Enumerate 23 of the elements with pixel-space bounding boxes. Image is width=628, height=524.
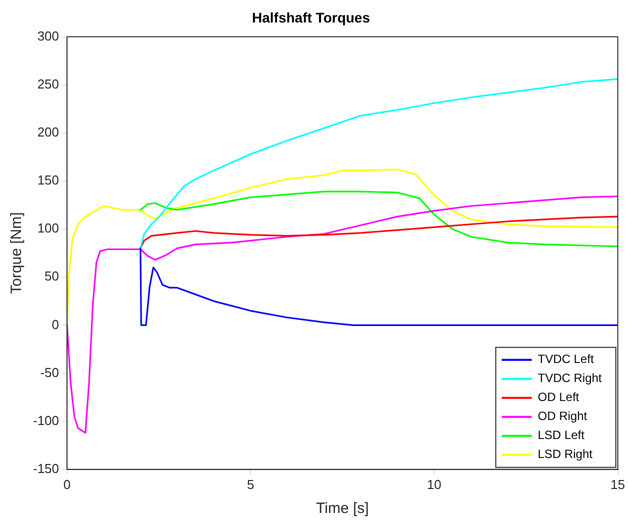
legend-label: TVDC Left	[538, 352, 594, 366]
chart-title: Halfshaft Torques	[252, 9, 370, 26]
y-axis-title: Torque [Nm]	[8, 212, 26, 294]
legend-label: OD Right	[538, 409, 588, 424]
legend-label: OD Left	[538, 390, 580, 404]
y-tick-label: 50	[44, 268, 60, 284]
legend-label: TVDC Right	[538, 371, 602, 386]
x-tick-label: 10	[426, 476, 442, 492]
y-tick-label: 100	[37, 220, 60, 236]
x-axis-title: Time [s]	[316, 500, 369, 518]
x-tick-label: 15	[610, 476, 626, 492]
y-tick-label: 150	[37, 172, 60, 188]
y-tick-label: 200	[37, 124, 60, 140]
x-tick-label: 0	[63, 476, 71, 492]
x-tick-label: 5	[246, 476, 254, 492]
y-tick-label: -100	[32, 412, 60, 428]
legend-label: LSD Left	[538, 428, 586, 442]
y-tick-label: 300	[37, 28, 60, 44]
y-tick-label: -50	[40, 364, 60, 380]
y-tick-label: 0	[52, 316, 60, 332]
legend-label: LSD Right	[538, 447, 594, 462]
y-tick-label: 250	[37, 76, 60, 92]
y-tick-label: -150	[32, 460, 60, 476]
